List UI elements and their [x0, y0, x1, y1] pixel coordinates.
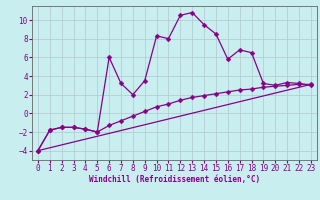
- X-axis label: Windchill (Refroidissement éolien,°C): Windchill (Refroidissement éolien,°C): [89, 175, 260, 184]
